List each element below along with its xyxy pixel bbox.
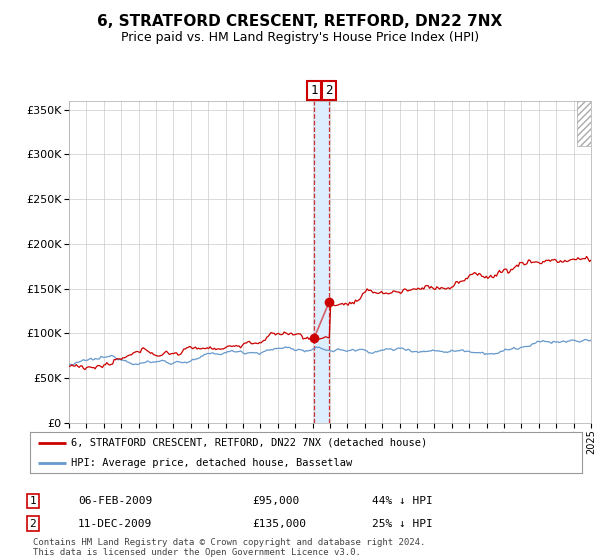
Text: 6, STRATFORD CRESCENT, RETFORD, DN22 7NX (detached house): 6, STRATFORD CRESCENT, RETFORD, DN22 7NX… (71, 437, 428, 447)
Text: £135,000: £135,000 (252, 519, 306, 529)
Text: 1: 1 (310, 83, 318, 97)
Text: Price paid vs. HM Land Registry's House Price Index (HPI): Price paid vs. HM Land Registry's House … (121, 31, 479, 44)
Text: 25% ↓ HPI: 25% ↓ HPI (372, 519, 433, 529)
Text: 11-DEC-2009: 11-DEC-2009 (78, 519, 152, 529)
Text: 2: 2 (325, 83, 333, 97)
Text: 2: 2 (29, 519, 37, 529)
Text: 06-FEB-2009: 06-FEB-2009 (78, 496, 152, 506)
Text: 44% ↓ HPI: 44% ↓ HPI (372, 496, 433, 506)
Bar (314, 101, 329, 423)
Text: 6, STRATFORD CRESCENT, RETFORD, DN22 7NX: 6, STRATFORD CRESCENT, RETFORD, DN22 7NX (97, 14, 503, 29)
Text: Contains HM Land Registry data © Crown copyright and database right 2024.
This d: Contains HM Land Registry data © Crown c… (33, 538, 425, 557)
Text: 1: 1 (29, 496, 37, 506)
Text: £95,000: £95,000 (252, 496, 299, 506)
Text: HPI: Average price, detached house, Bassetlaw: HPI: Average price, detached house, Bass… (71, 458, 353, 468)
Polygon shape (577, 101, 591, 146)
